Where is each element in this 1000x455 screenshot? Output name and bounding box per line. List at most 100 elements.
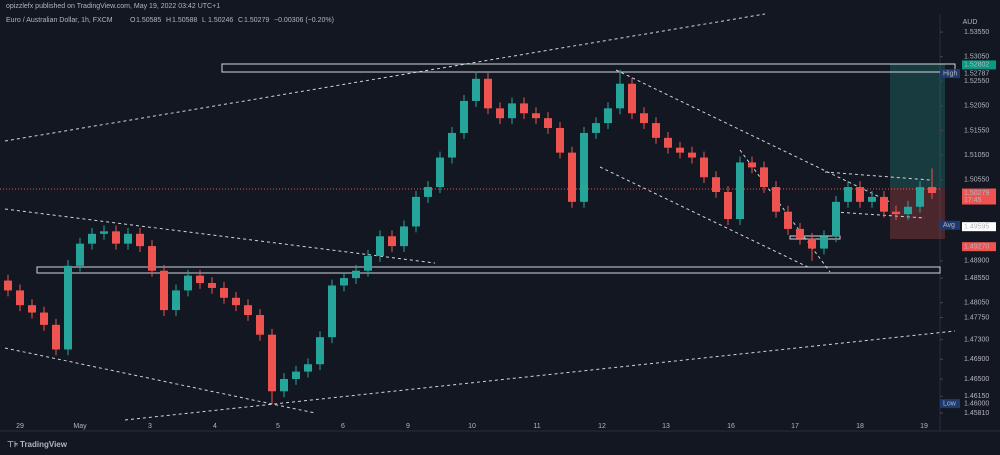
- trendline: [4, 13, 766, 142]
- tag-label: Low: [943, 400, 957, 407]
- candle-body: [328, 285, 336, 338]
- candle-body: [880, 196, 888, 212]
- candles: [4, 69, 936, 404]
- candle-body: [772, 187, 780, 212]
- x-tick-label: 4: [213, 423, 217, 430]
- candle-body: [100, 231, 108, 234]
- candle-body: [808, 238, 816, 249]
- candle-body: [628, 83, 636, 114]
- candle-body: [544, 118, 552, 129]
- candle-body: [184, 275, 192, 291]
- candle-body: [856, 187, 864, 202]
- x-tick-label: 10: [468, 423, 476, 430]
- ohlc-readout: O 1.50585 H 1.50588 L 1.50246 C 1.50279 −0.00306…: [130, 17, 334, 24]
- candle-body: [700, 157, 708, 178]
- candle-body: [724, 191, 732, 220]
- readout-value: 1.50279: [244, 17, 269, 24]
- currency-label: AUD: [963, 19, 978, 26]
- candle-body: [4, 280, 12, 291]
- candle-body: [652, 123, 660, 138]
- price-label-box: [962, 69, 996, 79]
- candle-body: [736, 162, 744, 220]
- y-tick-label: 1.51050: [964, 152, 989, 159]
- candle-body: [592, 123, 600, 133]
- candle-body: [400, 226, 408, 247]
- readout-value: 1.50246: [208, 17, 233, 24]
- candle-body: [508, 103, 516, 119]
- candle-body: [304, 364, 312, 372]
- candle-body: [532, 113, 540, 119]
- brand-mark: ⊤⊧: [7, 440, 18, 449]
- candle-body: [268, 334, 276, 392]
- candle-body: [148, 246, 156, 271]
- candle-body: [904, 206, 912, 215]
- y-tick-label: 1.52550: [964, 78, 989, 85]
- y-tick-label: 1.45810: [964, 410, 989, 417]
- readout-value: 1.50588: [172, 17, 197, 24]
- candle-body: [40, 312, 48, 325]
- candle-body: [496, 108, 504, 119]
- y-tick-label: 1.46500: [964, 376, 989, 383]
- candle-body: [208, 283, 216, 288]
- publisher-line: opizzlefx published on TradingView.com, …: [6, 3, 220, 10]
- trendline: [4, 347, 316, 414]
- x-tick-label: 3: [148, 423, 152, 430]
- candle-body: [316, 337, 324, 365]
- y-tick-label: 1.47300: [964, 336, 989, 343]
- price-label-box: [962, 188, 996, 205]
- candle-body: [796, 228, 804, 239]
- readout-key: C: [238, 17, 243, 24]
- price-label: 1.49270: [964, 244, 989, 251]
- brand-logo: TradingView: [20, 440, 68, 449]
- candle-body: [124, 233, 132, 244]
- candle-body: [892, 211, 900, 215]
- trendline: [124, 330, 956, 421]
- candle-body: [604, 108, 612, 124]
- trendline: [739, 149, 831, 273]
- candle-body: [376, 236, 384, 256]
- candle-body: [436, 157, 444, 188]
- candle-body: [424, 187, 432, 197]
- candle-body: [172, 290, 180, 311]
- candle-body: [688, 152, 696, 158]
- candle-body: [832, 201, 840, 237]
- x-tick-label: 11: [533, 423, 540, 430]
- tag-label: High: [943, 70, 958, 77]
- candle-body: [616, 83, 624, 109]
- candle-body: [52, 324, 60, 350]
- candle-body: [292, 371, 300, 379]
- trendline: [599, 166, 811, 269]
- y-tick-label: 1.51550: [964, 127, 989, 134]
- trendline: [615, 69, 891, 203]
- candle-body: [712, 177, 720, 192]
- readout-change: −0.00306 (−0.20%): [274, 17, 334, 24]
- candle-body: [352, 270, 360, 279]
- candle-body: [388, 236, 396, 247]
- x-tick-label: 12: [598, 423, 606, 430]
- readout-key: H: [166, 17, 171, 24]
- price-label: 1.50279: [964, 190, 989, 197]
- candle-body: [568, 152, 576, 202]
- x-tick-label: 17: [791, 423, 799, 430]
- candle-body: [76, 243, 84, 266]
- candle-body: [664, 137, 672, 148]
- candle-body: [220, 287, 228, 298]
- candle-body: [676, 147, 684, 153]
- readout-key: L: [202, 17, 206, 24]
- price-label-box: [962, 242, 996, 252]
- candle-body: [760, 167, 768, 188]
- time-axis: 29 May 3 4 5 6 9 10 11 12 13 16 17 18 19: [16, 423, 928, 430]
- candle-body: [16, 290, 24, 306]
- candle-body: [580, 132, 588, 202]
- y-tick-label: 1.53050: [964, 54, 989, 61]
- tag-box: [940, 220, 960, 230]
- candle-body: [916, 187, 924, 207]
- candle-body: [460, 100, 468, 133]
- y-tick-label: 1.47750: [964, 314, 989, 321]
- y-tick-label: 1.50550: [964, 177, 989, 184]
- y-tick-label: 1.46150: [964, 393, 989, 400]
- tag-box: [940, 399, 960, 409]
- x-tick-label: 6: [341, 423, 345, 430]
- price-label-box: [962, 399, 996, 409]
- readout-key: O: [130, 17, 136, 24]
